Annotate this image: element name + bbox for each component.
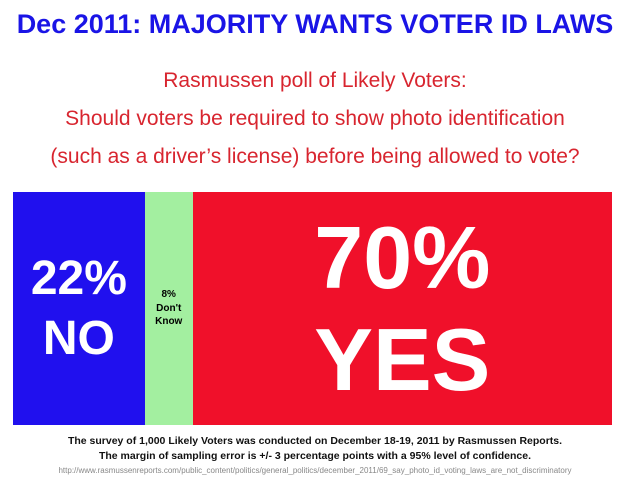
chart-title: Dec 2011: MAJORITY WANTS VOTER ID LAWS bbox=[16, 9, 614, 39]
no-percent-label: 22% bbox=[30, 251, 127, 305]
yes-percent-label: 70% bbox=[314, 208, 491, 308]
stacked-bar: 22% NO 8% Don't Know 70% YES bbox=[13, 192, 612, 425]
source-url: http://www.rasmussenreports.com/public_c… bbox=[58, 466, 572, 475]
bar-yes: 70% YES bbox=[192, 192, 612, 425]
no-label: NO bbox=[42, 311, 115, 365]
subtitle-line-2: Should voters be required to show photo … bbox=[65, 107, 565, 130]
bar-no: 22% NO bbox=[13, 192, 145, 425]
footnote-line-1: The survey of 1,000 Likely Voters was co… bbox=[67, 435, 563, 447]
footnote-line-2: The margin of sampling error is +/- 3 pe… bbox=[98, 450, 532, 462]
dont-know-label: Don't Know bbox=[155, 302, 183, 328]
yes-label: YES bbox=[314, 309, 491, 409]
subtitle-line-3: (such as a driver’s license) before bein… bbox=[50, 145, 580, 168]
subtitle-line-1: Rasmussen poll of Likely Voters: bbox=[163, 69, 467, 92]
dont-know-percent-label: 8% bbox=[161, 289, 176, 301]
bar-dont-know: 8% Don't Know bbox=[144, 192, 193, 425]
